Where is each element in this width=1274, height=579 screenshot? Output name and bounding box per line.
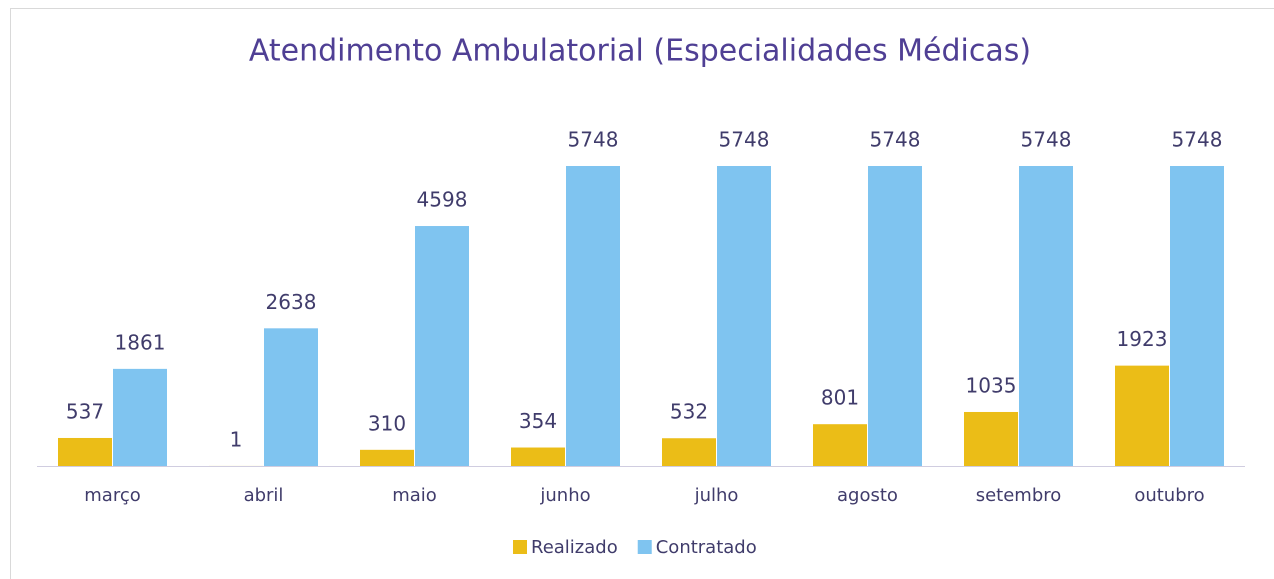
x-tick-label: setembro <box>976 485 1062 506</box>
x-tick-label: abril <box>244 485 284 506</box>
value-label: 2638 <box>266 290 317 314</box>
value-label: 5748 <box>870 128 921 152</box>
legend-label: Contratado <box>656 537 757 558</box>
x-tick-label: março <box>84 485 140 506</box>
bar <box>1115 365 1169 466</box>
value-label: 537 <box>66 399 104 423</box>
value-label: 5748 <box>1172 128 1223 152</box>
bar <box>964 411 1018 466</box>
bar <box>662 438 716 466</box>
bar <box>360 449 414 466</box>
value-label: 1923 <box>1117 327 1168 351</box>
legend-label: Realizado <box>531 537 618 558</box>
value-label: 5748 <box>1021 128 1072 152</box>
value-label: 5748 <box>719 128 770 152</box>
x-tick-label: outubro <box>1134 485 1204 506</box>
value-label: 1 <box>230 427 243 451</box>
legend-swatch <box>513 540 527 554</box>
chart-frame <box>10 8 1274 579</box>
value-label: 4598 <box>417 188 468 212</box>
bar <box>264 328 318 466</box>
x-tick-label: julho <box>694 485 739 506</box>
legend-swatch <box>637 540 652 554</box>
x-tick-label: maio <box>392 485 437 506</box>
value-label: 532 <box>670 400 708 424</box>
bar <box>813 424 867 466</box>
bar <box>566 166 620 466</box>
value-label: 801 <box>821 386 859 410</box>
bar <box>415 226 469 466</box>
x-tick-label: agosto <box>837 485 898 506</box>
bar <box>868 166 922 466</box>
value-label: 1035 <box>966 373 1017 397</box>
value-label: 310 <box>368 411 406 435</box>
bar <box>717 166 771 466</box>
bar <box>113 368 167 466</box>
value-label: 5748 <box>568 128 619 152</box>
bar <box>58 437 112 466</box>
value-label: 354 <box>519 409 557 433</box>
chart-title: Atendimento Ambulatorial (Especialidades… <box>249 34 1031 69</box>
x-tick-label: junho <box>539 485 590 506</box>
bar <box>1170 166 1224 466</box>
bar <box>1019 166 1073 466</box>
value-label: 1861 <box>115 330 166 354</box>
bar <box>511 447 565 466</box>
